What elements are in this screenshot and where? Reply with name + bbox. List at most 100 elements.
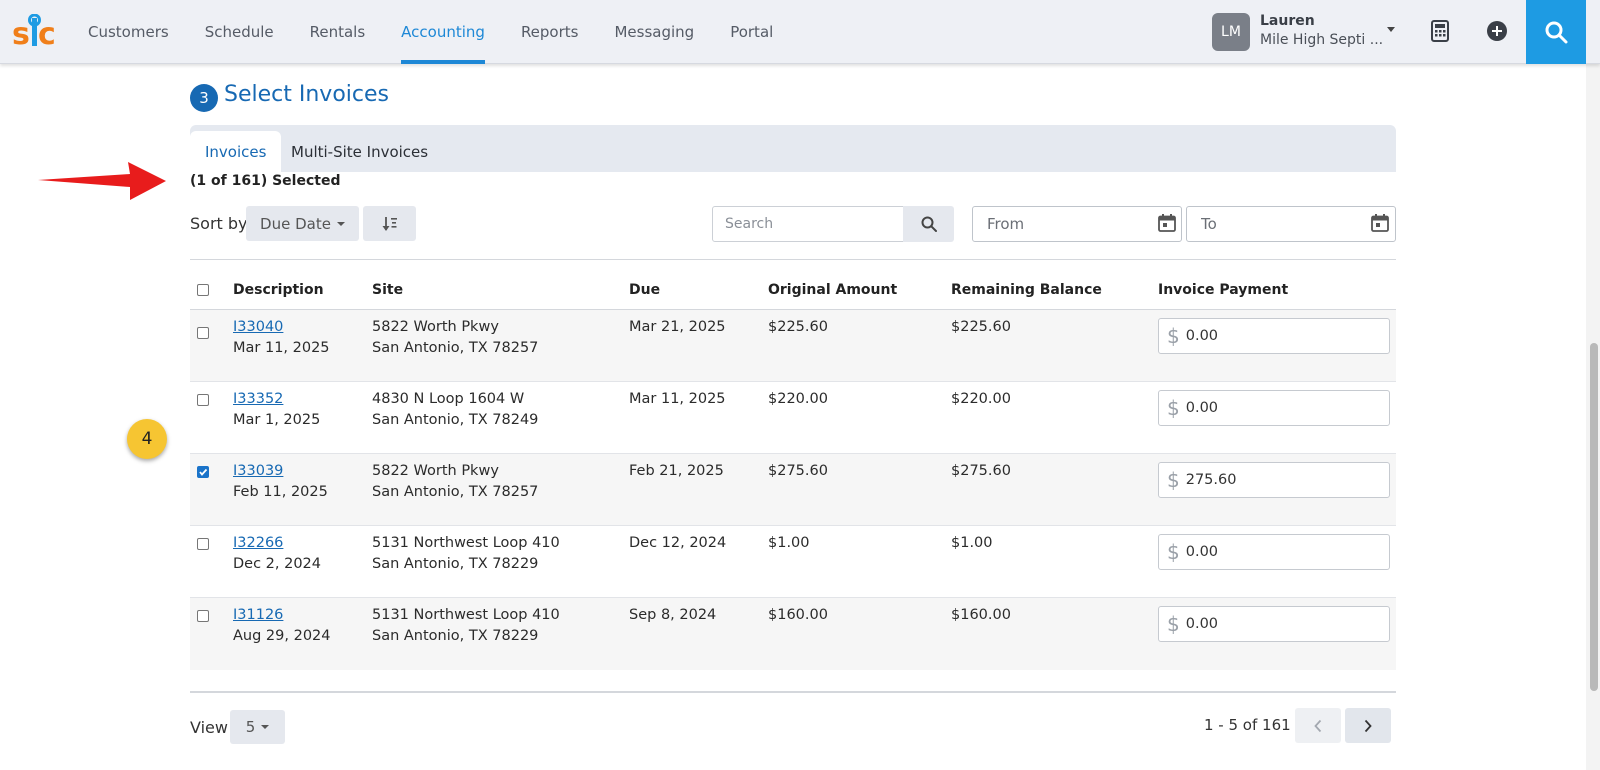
page-size-dropdown[interactable]: 5 <box>230 710 285 744</box>
payment-input[interactable]: $0.00 <box>1158 390 1390 426</box>
row-checkbox[interactable] <box>197 538 209 550</box>
add-circle-icon[interactable] <box>1486 20 1508 42</box>
remaining-balance: $160.00 <box>951 607 1011 623</box>
sort-field-dropdown[interactable]: Due Date <box>246 206 359 241</box>
invoice-link[interactable]: I31126 <box>233 607 284 623</box>
red-arrow-annotation-icon <box>38 162 166 200</box>
sort-direction-button[interactable] <box>363 206 416 241</box>
tab-invoices[interactable]: Invoices <box>190 131 282 172</box>
table-row: I33039 Feb 11, 2025 5822 Worth Pkwy San An… <box>190 454 1396 526</box>
site-city: San Antonio, TX 78257 <box>372 340 539 356</box>
invoice-date: Mar 11, 2025 <box>233 340 330 356</box>
invoice-link[interactable]: I33352 <box>233 391 284 407</box>
pagination-info: 1 - 5 of 161 <box>1204 716 1291 734</box>
table-row: I31126 Aug 29, 2024 5131 Northwest Loop 4… <box>190 598 1396 670</box>
calendar-icon[interactable] <box>1158 214 1176 232</box>
column-header-site[interactable]: Site <box>372 282 404 298</box>
due-date: Mar 11, 2025 <box>629 391 726 407</box>
dollar-icon: $ <box>1167 468 1180 492</box>
original-amount: $225.60 <box>768 319 828 335</box>
select-all-checkbox[interactable] <box>197 284 209 296</box>
due-date: Sep 8, 2024 <box>629 607 717 623</box>
table-row: I33352 Mar 1, 2025 4830 N Loop 1604 W San … <box>190 382 1396 454</box>
search-input[interactable] <box>712 206 904 242</box>
payment-value: 0.00 <box>1185 616 1219 632</box>
sort-descending-icon <box>382 216 397 231</box>
selected-count: (1 of 161) Selected <box>190 173 341 189</box>
chevron-right-icon <box>1364 719 1372 732</box>
nav-reports[interactable]: Reports <box>520 23 579 41</box>
sort-label: Sort by <box>190 214 248 233</box>
remaining-balance: $225.60 <box>951 319 1011 335</box>
calculator-icon[interactable] <box>1431 20 1449 42</box>
nav-schedule[interactable]: Schedule <box>204 23 274 41</box>
global-search-button[interactable] <box>1526 0 1586 64</box>
divider <box>190 259 1396 260</box>
tab-multi-site-invoices[interactable]: Multi-Site Invoices <box>291 142 429 161</box>
site-city: San Antonio, TX 78229 <box>372 628 539 644</box>
divider <box>190 309 1396 310</box>
sort-field-value: Due Date <box>260 214 331 233</box>
calendar-icon[interactable] <box>1371 214 1389 232</box>
to-date-input[interactable] <box>1186 206 1396 242</box>
due-date: Dec 12, 2024 <box>629 535 727 551</box>
search-button[interactable] <box>903 206 954 242</box>
dollar-icon: $ <box>1167 612 1180 636</box>
payment-input[interactable]: $0.00 <box>1158 606 1390 642</box>
invoice-tabs: Invoices Multi-Site Invoices <box>190 125 1396 172</box>
user-name[interactable]: Lauren <box>1260 13 1315 29</box>
due-date: Feb 21, 2025 <box>629 463 724 479</box>
from-date-input[interactable] <box>972 206 1182 242</box>
nav-messaging[interactable]: Messaging <box>614 23 695 41</box>
payment-input[interactable]: $0.00 <box>1158 534 1390 570</box>
dollar-icon: $ <box>1167 396 1180 420</box>
view-label: View <box>190 718 228 737</box>
nav-accounting[interactable]: Accounting <box>383 0 503 64</box>
invoice-date: Aug 29, 2024 <box>233 628 331 644</box>
row-checkbox[interactable] <box>197 610 209 622</box>
invoice-link[interactable]: I32266 <box>233 535 284 551</box>
app-logo[interactable]: s c <box>12 14 58 50</box>
column-header-due[interactable]: Due <box>629 282 661 298</box>
user-menu-caret-icon[interactable] <box>1387 27 1395 32</box>
nav-rentals[interactable]: Rentals <box>309 23 366 41</box>
top-navbar: s c Customers Schedule Rentals Accountin… <box>0 0 1600 64</box>
original-amount: $1.00 <box>768 535 810 551</box>
search-icon <box>921 216 937 232</box>
invoice-link[interactable]: I33039 <box>233 463 284 479</box>
search-icon <box>1545 21 1568 44</box>
invoice-link[interactable]: I33040 <box>233 319 284 335</box>
next-page-button[interactable] <box>1345 708 1391 743</box>
column-header-invoice-payment[interactable]: Invoice Payment <box>1158 282 1289 298</box>
site-address: 5131 Northwest Loop 410 <box>372 607 560 623</box>
payment-input[interactable]: $0.00 <box>1158 318 1390 354</box>
nav-portal[interactable]: Portal <box>730 23 774 41</box>
site-address: 5822 Worth Pkwy <box>372 319 499 335</box>
payment-value: 0.00 <box>1185 544 1219 560</box>
payment-input[interactable]: $275.60 <box>1158 462 1390 498</box>
user-company[interactable]: Mile High Septi ... <box>1260 32 1384 48</box>
page-scrollbar-thumb[interactable] <box>1590 343 1598 691</box>
chevron-down-icon <box>336 221 345 226</box>
nav-customers[interactable]: Customers <box>88 23 169 41</box>
site-address: 5822 Worth Pkwy <box>372 463 499 479</box>
row-checkbox[interactable] <box>197 327 209 339</box>
row-checkbox[interactable] <box>197 466 209 478</box>
column-header-description[interactable]: Description <box>233 282 324 298</box>
column-header-original-amount[interactable]: Original Amount <box>768 282 898 298</box>
avatar[interactable]: LM <box>1212 13 1250 51</box>
checkmark-icon <box>199 468 208 476</box>
section-title: Select Invoices <box>224 82 389 107</box>
previous-page-button[interactable] <box>1295 708 1341 743</box>
site-city: San Antonio, TX 78229 <box>372 556 539 572</box>
chevron-left-icon <box>1314 719 1322 732</box>
site-address: 4830 N Loop 1604 W <box>372 391 525 407</box>
invoice-date: Mar 1, 2025 <box>233 412 321 428</box>
row-checkbox[interactable] <box>197 394 209 406</box>
column-header-remaining-balance[interactable]: Remaining Balance <box>951 282 1102 298</box>
chevron-down-icon <box>261 725 270 729</box>
step-number-badge: 3 <box>190 84 218 112</box>
remaining-balance: $220.00 <box>951 391 1011 407</box>
remaining-balance: $275.60 <box>951 463 1011 479</box>
table-row: I32266 Dec 2, 2024 5131 Northwest Loop 41… <box>190 526 1396 598</box>
